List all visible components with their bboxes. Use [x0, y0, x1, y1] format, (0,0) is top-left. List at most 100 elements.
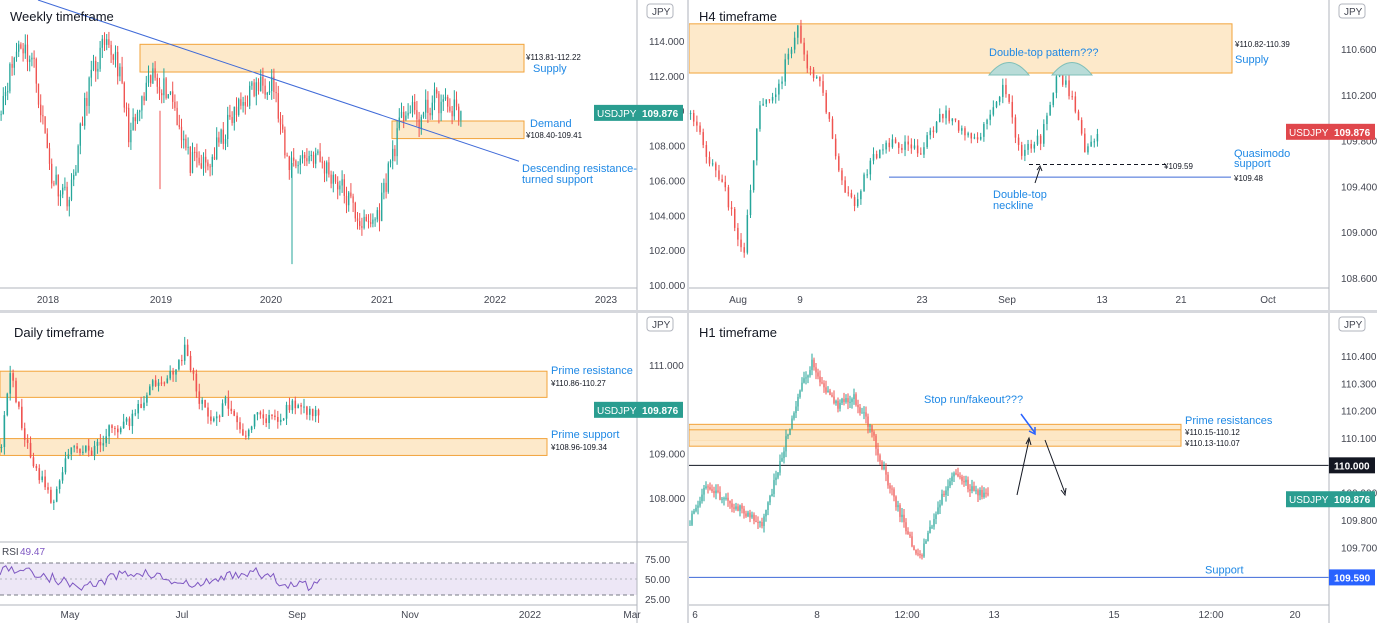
h1-candle: [769, 496, 771, 503]
daily-candle: [201, 399, 203, 404]
h4-x-tick-label: Sep: [998, 295, 1016, 306]
daily-candle: [29, 442, 32, 458]
daily-symbol-tag: [594, 401, 637, 418]
h1-chart-panel[interactable]: 110.400110.300110.200110.100109.900109.8…: [689, 313, 1377, 623]
h1-candle: [705, 486, 707, 489]
h4-candle: [746, 215, 749, 253]
h1-y-tick-label: 109.700: [1341, 543, 1377, 554]
h1-candle: [875, 435, 877, 449]
weekly-candle: [312, 154, 315, 164]
h4-candle: [718, 170, 720, 180]
daily-candle: [134, 413, 137, 415]
daily-candle: [70, 447, 73, 455]
h4-candle: [774, 94, 777, 98]
daily-candle: [137, 403, 139, 414]
daily-candle: [303, 406, 305, 408]
daily-currency-badge: [646, 316, 674, 332]
h1-candle: [699, 501, 701, 506]
daily-candle: [149, 386, 151, 396]
h4-candle: [721, 179, 723, 182]
daily-candle: [23, 428, 26, 440]
h4-candle: [1005, 84, 1007, 95]
h1-candle: [729, 500, 731, 504]
weekly-candle: [59, 194, 62, 197]
weekly-candle: [389, 160, 392, 164]
h4-double-top-annotation: Double-top pattern???: [989, 47, 1098, 59]
h4-candle: [756, 128, 758, 161]
h1-candle: [739, 505, 741, 511]
h1-candle: [803, 378, 805, 383]
weekly-candle: [438, 93, 440, 114]
weekly-candle: [24, 44, 26, 54]
horizontal-divider[interactable]: [0, 310, 1377, 313]
h4-candle: [973, 137, 976, 139]
daily-candle: [79, 448, 81, 453]
weekly-candle: [163, 78, 165, 96]
weekly-candle: [112, 54, 114, 60]
h4-candle: [844, 180, 846, 193]
h1-candle: [965, 479, 967, 483]
h4-candle: [856, 199, 859, 207]
daily-candle: [215, 416, 218, 419]
weekly-candle: [242, 102, 244, 106]
weekly-candle: [108, 39, 110, 45]
weekly-candle: [183, 138, 185, 141]
weekly-chart-panel[interactable]: 114.000112.000110.000108.000106.000104.0…: [0, 0, 687, 310]
weekly-candle: [260, 76, 262, 91]
h1-candle: [715, 490, 717, 494]
h1-candle: [883, 466, 885, 470]
weekly-candle: [268, 90, 271, 93]
daily-symbol-tag-label: USDJPY: [597, 406, 637, 417]
weekly-candle: [174, 101, 176, 108]
h1-candle: [937, 507, 939, 515]
daily-prime-support-label: Prime support: [551, 429, 619, 441]
h4-candle: [907, 141, 909, 145]
weekly-symbol-tag: [594, 104, 637, 121]
h1-round-number-label: 110.000: [1334, 461, 1370, 472]
weekly-candle: [33, 57, 35, 60]
daily-candle: [151, 380, 154, 387]
h1-candle: [951, 476, 953, 482]
h4-candle: [983, 124, 985, 137]
daily-candle: [247, 429, 250, 437]
h1-candle: [849, 401, 851, 403]
weekly-candle: [354, 202, 356, 219]
weekly-candle: [370, 222, 372, 224]
daily-candle: [236, 415, 238, 423]
h4-candle: [894, 139, 897, 144]
daily-last-price-label: 109.876: [642, 406, 679, 417]
h1-candle: [819, 376, 821, 383]
h1-support-tag: [1329, 569, 1375, 586]
h1-candle: [985, 492, 987, 494]
daily-candle: [90, 450, 93, 457]
h4-candle: [841, 170, 843, 181]
daily-candle: [87, 445, 90, 451]
weekly-candle: [264, 85, 266, 95]
h1-candle: [887, 474, 889, 486]
daily-chart-panel[interactable]: RSI 49.47 75.00 50.00 25.00 111.000 109.000 108…: [0, 313, 687, 623]
weekly-candle: [341, 179, 343, 186]
weekly-candle: [257, 82, 260, 91]
weekly-candle: [152, 68, 154, 84]
h4-candle: [819, 77, 821, 82]
h1-candle: [861, 412, 863, 414]
h1-candle: [789, 428, 791, 435]
weekly-candle: [161, 93, 163, 96]
h1-y-tick-label: 110.400: [1341, 352, 1377, 363]
h4-y-tick-label: 110.600: [1341, 45, 1377, 56]
h1-candle: [815, 367, 817, 373]
h1-candle: [795, 406, 797, 414]
daily-candle: [9, 373, 11, 394]
h4-candle: [995, 101, 998, 108]
h1-candle: [879, 455, 881, 462]
h4-chart-panel[interactable]: 110.600 110.200 109.800 109.400 109.000 108.6…: [689, 0, 1377, 310]
h1-candle: [901, 514, 903, 517]
weekly-candle: [64, 186, 66, 188]
h1-candle: [761, 522, 763, 527]
h1-up-arrow: [1016, 439, 1030, 496]
h4-symbol-tag-label: USDJPY: [1289, 128, 1329, 139]
h1-candle: [799, 390, 801, 397]
daily-candle: [143, 402, 145, 408]
weekly-candle: [88, 77, 90, 106]
daily-candle: [306, 406, 308, 415]
